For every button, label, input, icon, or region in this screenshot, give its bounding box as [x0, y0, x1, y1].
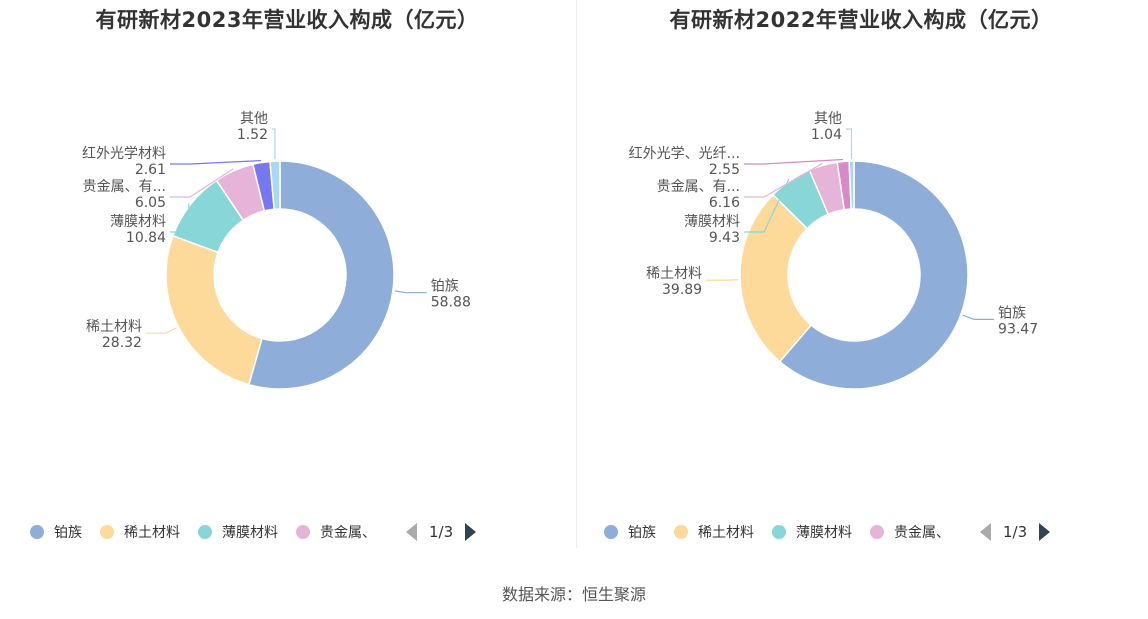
slice-value-label: 1.52	[237, 127, 268, 143]
label-leader-line	[846, 128, 853, 160]
legend-label: 稀土材料	[124, 525, 180, 541]
donut-slice[interactable]	[778, 160, 969, 390]
legend-pager: 1/3	[406, 523, 477, 541]
next-page-icon[interactable]	[465, 523, 477, 541]
slice-value-label: 39.89	[662, 282, 702, 298]
label-leader-line	[744, 158, 843, 165]
legend: 铂族 稀土材料 薄膜材料 贵金属、 1/3	[30, 518, 477, 546]
donut-slice[interactable]	[269, 160, 281, 211]
slice-label: 稀土材料	[86, 319, 142, 335]
slice-value-label: 9.43	[709, 230, 740, 246]
prev-page-icon[interactable]	[406, 523, 417, 541]
legend-label: 贵金属、	[894, 525, 950, 541]
slice-label: 红外光学材料	[82, 146, 166, 162]
legend-marker	[870, 525, 884, 539]
panel-divider	[576, 0, 577, 548]
legend-marker	[674, 525, 688, 539]
donut-slice[interactable]	[247, 160, 395, 390]
legend-pager: 1/3	[980, 523, 1051, 541]
slice-value-label: 28.32	[102, 335, 142, 351]
label-leader-line	[170, 159, 262, 165]
slice-value-label: 2.61	[135, 162, 166, 178]
slice-value-label: 6.05	[135, 195, 166, 211]
slice-value-label: 93.47	[998, 321, 1038, 337]
legend-item[interactable]: 薄膜材料	[198, 522, 278, 542]
slice-label: 贵金属、有...	[83, 179, 166, 195]
donut-slice[interactable]	[848, 160, 855, 210]
legend-marker	[296, 525, 310, 539]
slice-label: 薄膜材料	[110, 214, 166, 230]
label-leader-line	[272, 128, 276, 160]
slice-value-label: 10.84	[126, 230, 166, 246]
slice-label: 其他	[814, 111, 842, 127]
legend-marker	[30, 525, 44, 539]
legend-item[interactable]: 铂族	[604, 522, 656, 542]
legend-label: 铂族	[54, 525, 82, 541]
legend-item[interactable]: 铂族	[30, 522, 82, 542]
legend-marker	[100, 525, 114, 539]
legend-marker	[198, 525, 212, 539]
legend-label: 薄膜材料	[796, 525, 852, 541]
legend-marker	[772, 525, 786, 539]
donut-slice[interactable]	[165, 234, 263, 386]
chart-title: 有研新材2023年营业收入构成（亿元）	[95, 8, 479, 32]
slice-label: 铂族	[431, 279, 459, 295]
slice-label: 其他	[240, 111, 268, 127]
legend: 铂族 稀土材料 薄膜材料 贵金属、 1/3	[604, 518, 1051, 546]
label-leader-line	[170, 203, 191, 233]
slice-value-label: 1.04	[811, 127, 842, 143]
label-leader-line	[744, 162, 823, 198]
slice-value-label: 6.16	[709, 195, 740, 211]
label-leader-line	[394, 290, 427, 294]
prev-page-icon[interactable]	[980, 523, 991, 541]
legend-item[interactable]: 稀土材料	[100, 522, 180, 542]
slice-label: 铂族	[998, 305, 1026, 321]
label-leader-line	[962, 314, 995, 321]
slice-label: 红外光学、光纤...	[629, 146, 740, 162]
label-leader-line	[744, 178, 790, 233]
label-leader-line	[170, 168, 234, 198]
legend-item[interactable]: 稀土材料	[674, 522, 754, 542]
slice-label: 稀土材料	[646, 266, 702, 282]
legend-marker	[604, 525, 618, 539]
slice-label: 贵金属、有...	[657, 179, 740, 195]
slice-value-label: 58.88	[431, 295, 471, 311]
legend-item[interactable]: 贵金属、	[870, 522, 950, 542]
legend-page-indicator: 1/3	[1003, 523, 1028, 541]
chart-panel-2023: 有研新材2023年营业收入构成（亿元） 铂族 58.88 稀土材料 28.32 薄膜材料…	[0, 0, 574, 555]
next-page-icon[interactable]	[1039, 523, 1051, 541]
legend-item[interactable]: 薄膜材料	[772, 522, 852, 542]
slice-label: 薄膜材料	[684, 214, 740, 230]
chart-panel-2022: 有研新材2022年营业收入构成（亿元） 铂族 93.47 稀土材料 39.89 薄膜材料…	[574, 0, 1148, 555]
legend-label: 贵金属、	[320, 525, 376, 541]
legend-item[interactable]: 贵金属、	[296, 522, 376, 542]
legend-page-indicator: 1/3	[429, 523, 454, 541]
legend-label: 稀土材料	[698, 525, 754, 541]
legend-label: 铂族	[628, 525, 656, 541]
legend-label: 薄膜材料	[222, 525, 278, 541]
donut-slice[interactable]	[739, 193, 813, 363]
slice-value-label: 2.55	[709, 162, 740, 178]
data-source-note: 数据来源：恒生聚源	[501, 585, 646, 604]
label-leader-line	[145, 327, 177, 334]
chart-title: 有研新材2022年营业收入构成（亿元）	[669, 8, 1053, 32]
